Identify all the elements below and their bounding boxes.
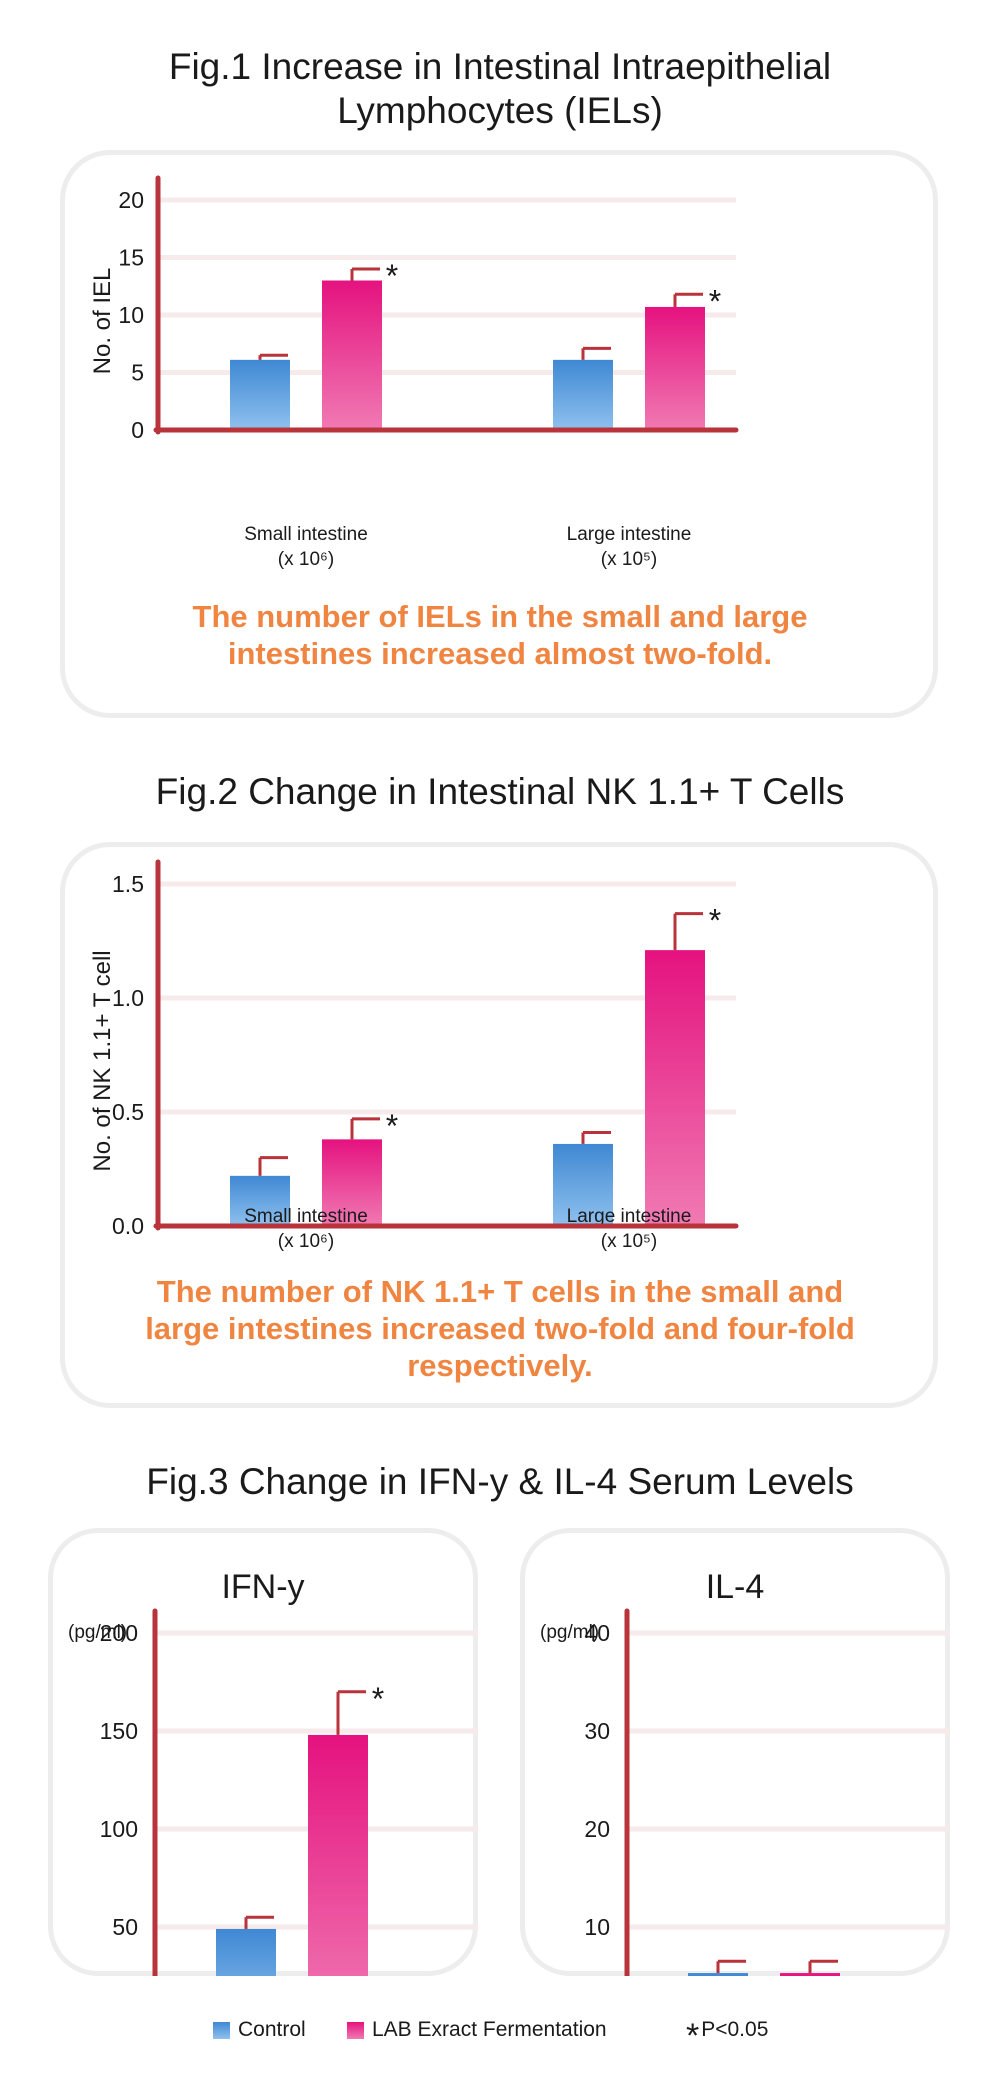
y-tick-label: 0.0 [112,1213,144,1239]
y-tick-label: 5 [131,360,144,386]
y-unit-label: (pg/ml) [68,1622,127,1643]
category-label: Small intestine [244,524,368,545]
y-tick-label: 1.5 [112,871,144,897]
lab-swatch [347,2021,364,2039]
y-tick-label: 150 [100,1718,138,1744]
y-tick-label: 10 [584,1914,610,1940]
lab-bar [322,1139,382,1226]
lab-bar [645,950,705,1226]
fig2-panel [60,842,938,1408]
category-unit: (x 10⁶) [278,1231,334,1252]
control-bar [688,1973,748,1976]
legend-control: Control [213,2018,306,2042]
legend: Control LAB Exract Fermentation * P<0.05 [0,2018,1000,2058]
y-tick-label: 200 [100,1620,138,1646]
lab-bar [645,306,705,430]
legend-control-label: Control [238,2018,306,2041]
category-unit: (x 10⁶) [278,549,334,570]
fig1-caption: The number of IELs in the small and larg… [192,599,808,671]
category-unit: (x 10⁵) [601,549,657,570]
fig3a-chart: IFN-y(pg/ml)050100150200* [68,1568,478,1976]
significance-marker: * [386,1108,398,1144]
fig1-panel [60,150,938,718]
fig3-title: Fig.3 Change in IFN-y & IL-4 Serum Level… [146,1461,854,1502]
y-tick-label: 20 [584,1816,610,1842]
fig3a-panel [48,1528,478,1976]
significance-label: P<0.05 [701,2018,769,2041]
significance-marker: * [372,1681,384,1717]
y-unit-label: (pg/ml) [540,1622,599,1643]
chart-title: IFN-y [221,1568,304,1606]
significance-star: * [686,2017,700,2055]
fig1-chart: 0 5 10 15 20 No. of IEL * Small intestine (x 10⁶… [89,175,739,570]
control-bar [553,359,613,430]
y-tick-label: 1.0 [112,985,144,1011]
lab-bar [780,1973,840,1976]
fig2-title: Fig.2 Change in Intestinal NK 1.1+ T Cel… [155,771,845,812]
legend-significance: * P<0.05 [686,2018,769,2053]
y-tick-label: 0 [131,417,144,443]
category-label: Large intestine [567,524,692,545]
significance-marker: * [709,903,721,939]
control-bar [230,359,290,430]
y-tick-label: 20 [118,187,144,213]
y-tick-label: 30 [584,1718,610,1744]
fig3b-chart: IL-4(pg/ml)010203040 [540,1568,950,1976]
y-tick-label: 0.5 [112,1099,144,1125]
fig3b-panel [520,1528,950,1976]
fig2-caption: The number of NK 1.1+ T cells in the sma… [145,1274,855,1383]
control-bar [230,1175,290,1226]
y-axis-label: No. of NK 1.1+ T cell [89,950,116,1171]
significance-marker: * [386,258,398,294]
category-unit: (x 10⁵) [601,1231,657,1252]
legend-lab-label: LAB Exract Fermentation [372,2018,607,2041]
significance-marker: * [709,283,721,319]
category-label: Small intestine [244,1206,368,1227]
control-swatch [213,2021,230,2039]
y-tick-label: 10 [118,302,144,328]
category-label: Large intestine [567,1206,692,1227]
legend-lab: LAB Exract Fermentation [347,2018,607,2042]
fig1-title: Fig.1 Increase in Intestinal Intraepithe… [168,46,832,131]
control-bar [553,1143,613,1226]
lab-bar [308,1734,368,1976]
chart-title: IL-4 [706,1568,765,1606]
y-axis-label: No. of IEL [89,268,116,375]
y-tick-label: 40 [584,1620,610,1646]
lab-bar [322,280,382,430]
y-tick-label: 100 [100,1816,138,1842]
fig2-chart: 0.0 0.5 1.0 1.5 No. of NK 1.1+ T cell * Small … [89,859,739,1252]
control-bar [216,1928,276,1976]
y-tick-label: 50 [112,1914,138,1940]
y-tick-label: 15 [118,245,144,271]
